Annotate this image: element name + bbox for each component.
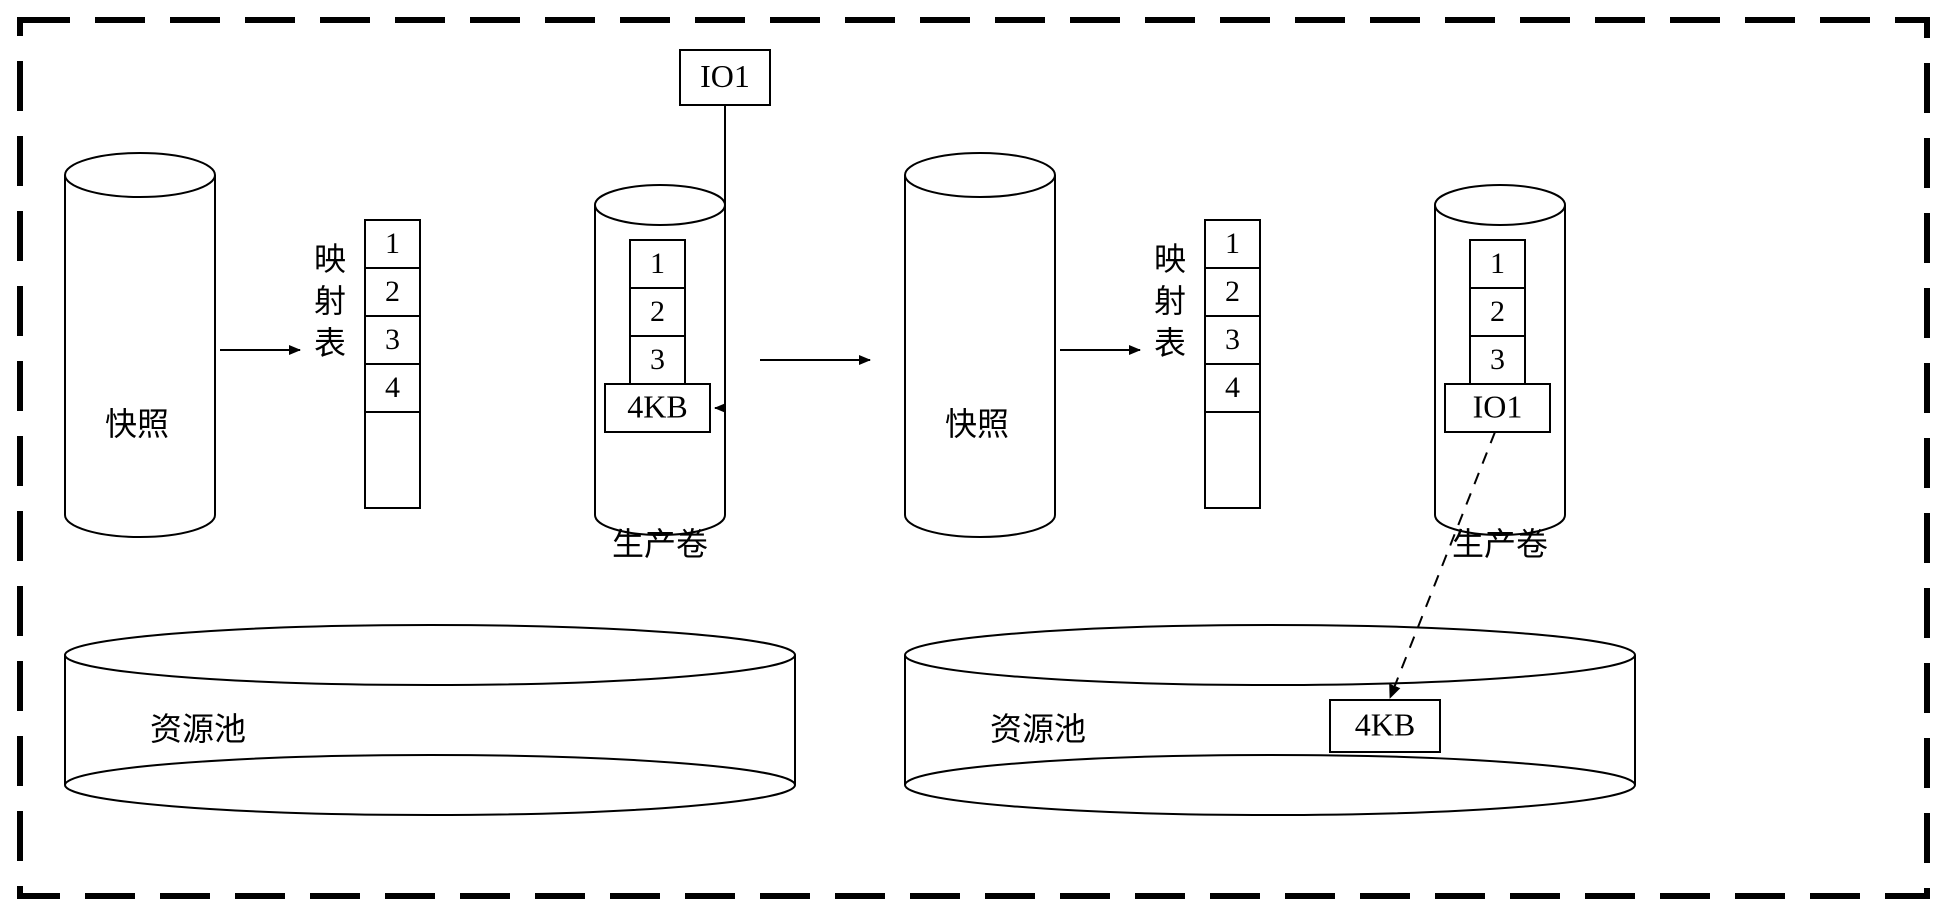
right-snapshot-cyl-top [905,153,1055,197]
left-map-num-3: 4 [385,371,400,404]
left-map-num-0: 1 [385,227,400,260]
left-prod-num-0: 1 [650,247,665,280]
left-pool-top [65,625,795,685]
diagram-canvas: IO1快照映射表12341234KB生产卷资源池快照映射表1234123IO1生… [0,0,1947,916]
right-prod-num-1: 2 [1490,295,1505,328]
right-dashed-arrow [1390,432,1495,698]
right-pool-top [905,625,1635,685]
right-pool-bottom [905,755,1635,815]
right-prod-label: 生产卷 [1452,526,1548,562]
right-snapshot-label: 快照 [945,406,1009,442]
left-pool-label: 资源池 [150,711,246,747]
left-prod-label: 生产卷 [612,526,708,562]
right-map-num-3: 4 [1225,371,1240,404]
right-prod-num-0: 1 [1490,247,1505,280]
left-prod-num-1: 2 [650,295,665,328]
left-prod-last-label: 4KB [627,388,687,424]
left-map-label-char-0: 映 [314,241,346,277]
io-connector-arrow [715,105,725,408]
right-map-num-2: 3 [1225,323,1240,356]
right-map-label-char-0: 映 [1154,241,1186,277]
right-map-label-char-2: 表 [1154,325,1186,361]
right-prod-last-label: IO1 [1473,388,1523,424]
outer-dashed-frame [20,20,1927,896]
right-pool-label: 资源池 [990,711,1086,747]
left-pool-bottom [65,755,795,815]
left-snapshot-cyl-bottom [65,515,215,537]
left-map-num-2: 3 [385,323,400,356]
left-map-label-char-2: 表 [314,325,346,361]
left-snapshot-label: 快照 [105,406,169,442]
right-prod-num-2: 3 [1490,343,1505,376]
right-map-label-char-1: 射 [1154,283,1186,319]
right-map-num-1: 2 [1225,275,1240,308]
right-pool-4kb-label: 4KB [1355,706,1415,742]
left-prod-num-2: 3 [650,343,665,376]
right-map-num-0: 1 [1225,227,1240,260]
left-map-label-char-1: 射 [314,283,346,319]
left-prod-cyl-top [595,185,725,225]
io1-label: IO1 [700,58,750,94]
left-map-num-1: 2 [385,275,400,308]
right-prod-cyl-top [1435,185,1565,225]
left-snapshot-cyl-top [65,153,215,197]
right-snapshot-cyl-bottom [905,515,1055,537]
